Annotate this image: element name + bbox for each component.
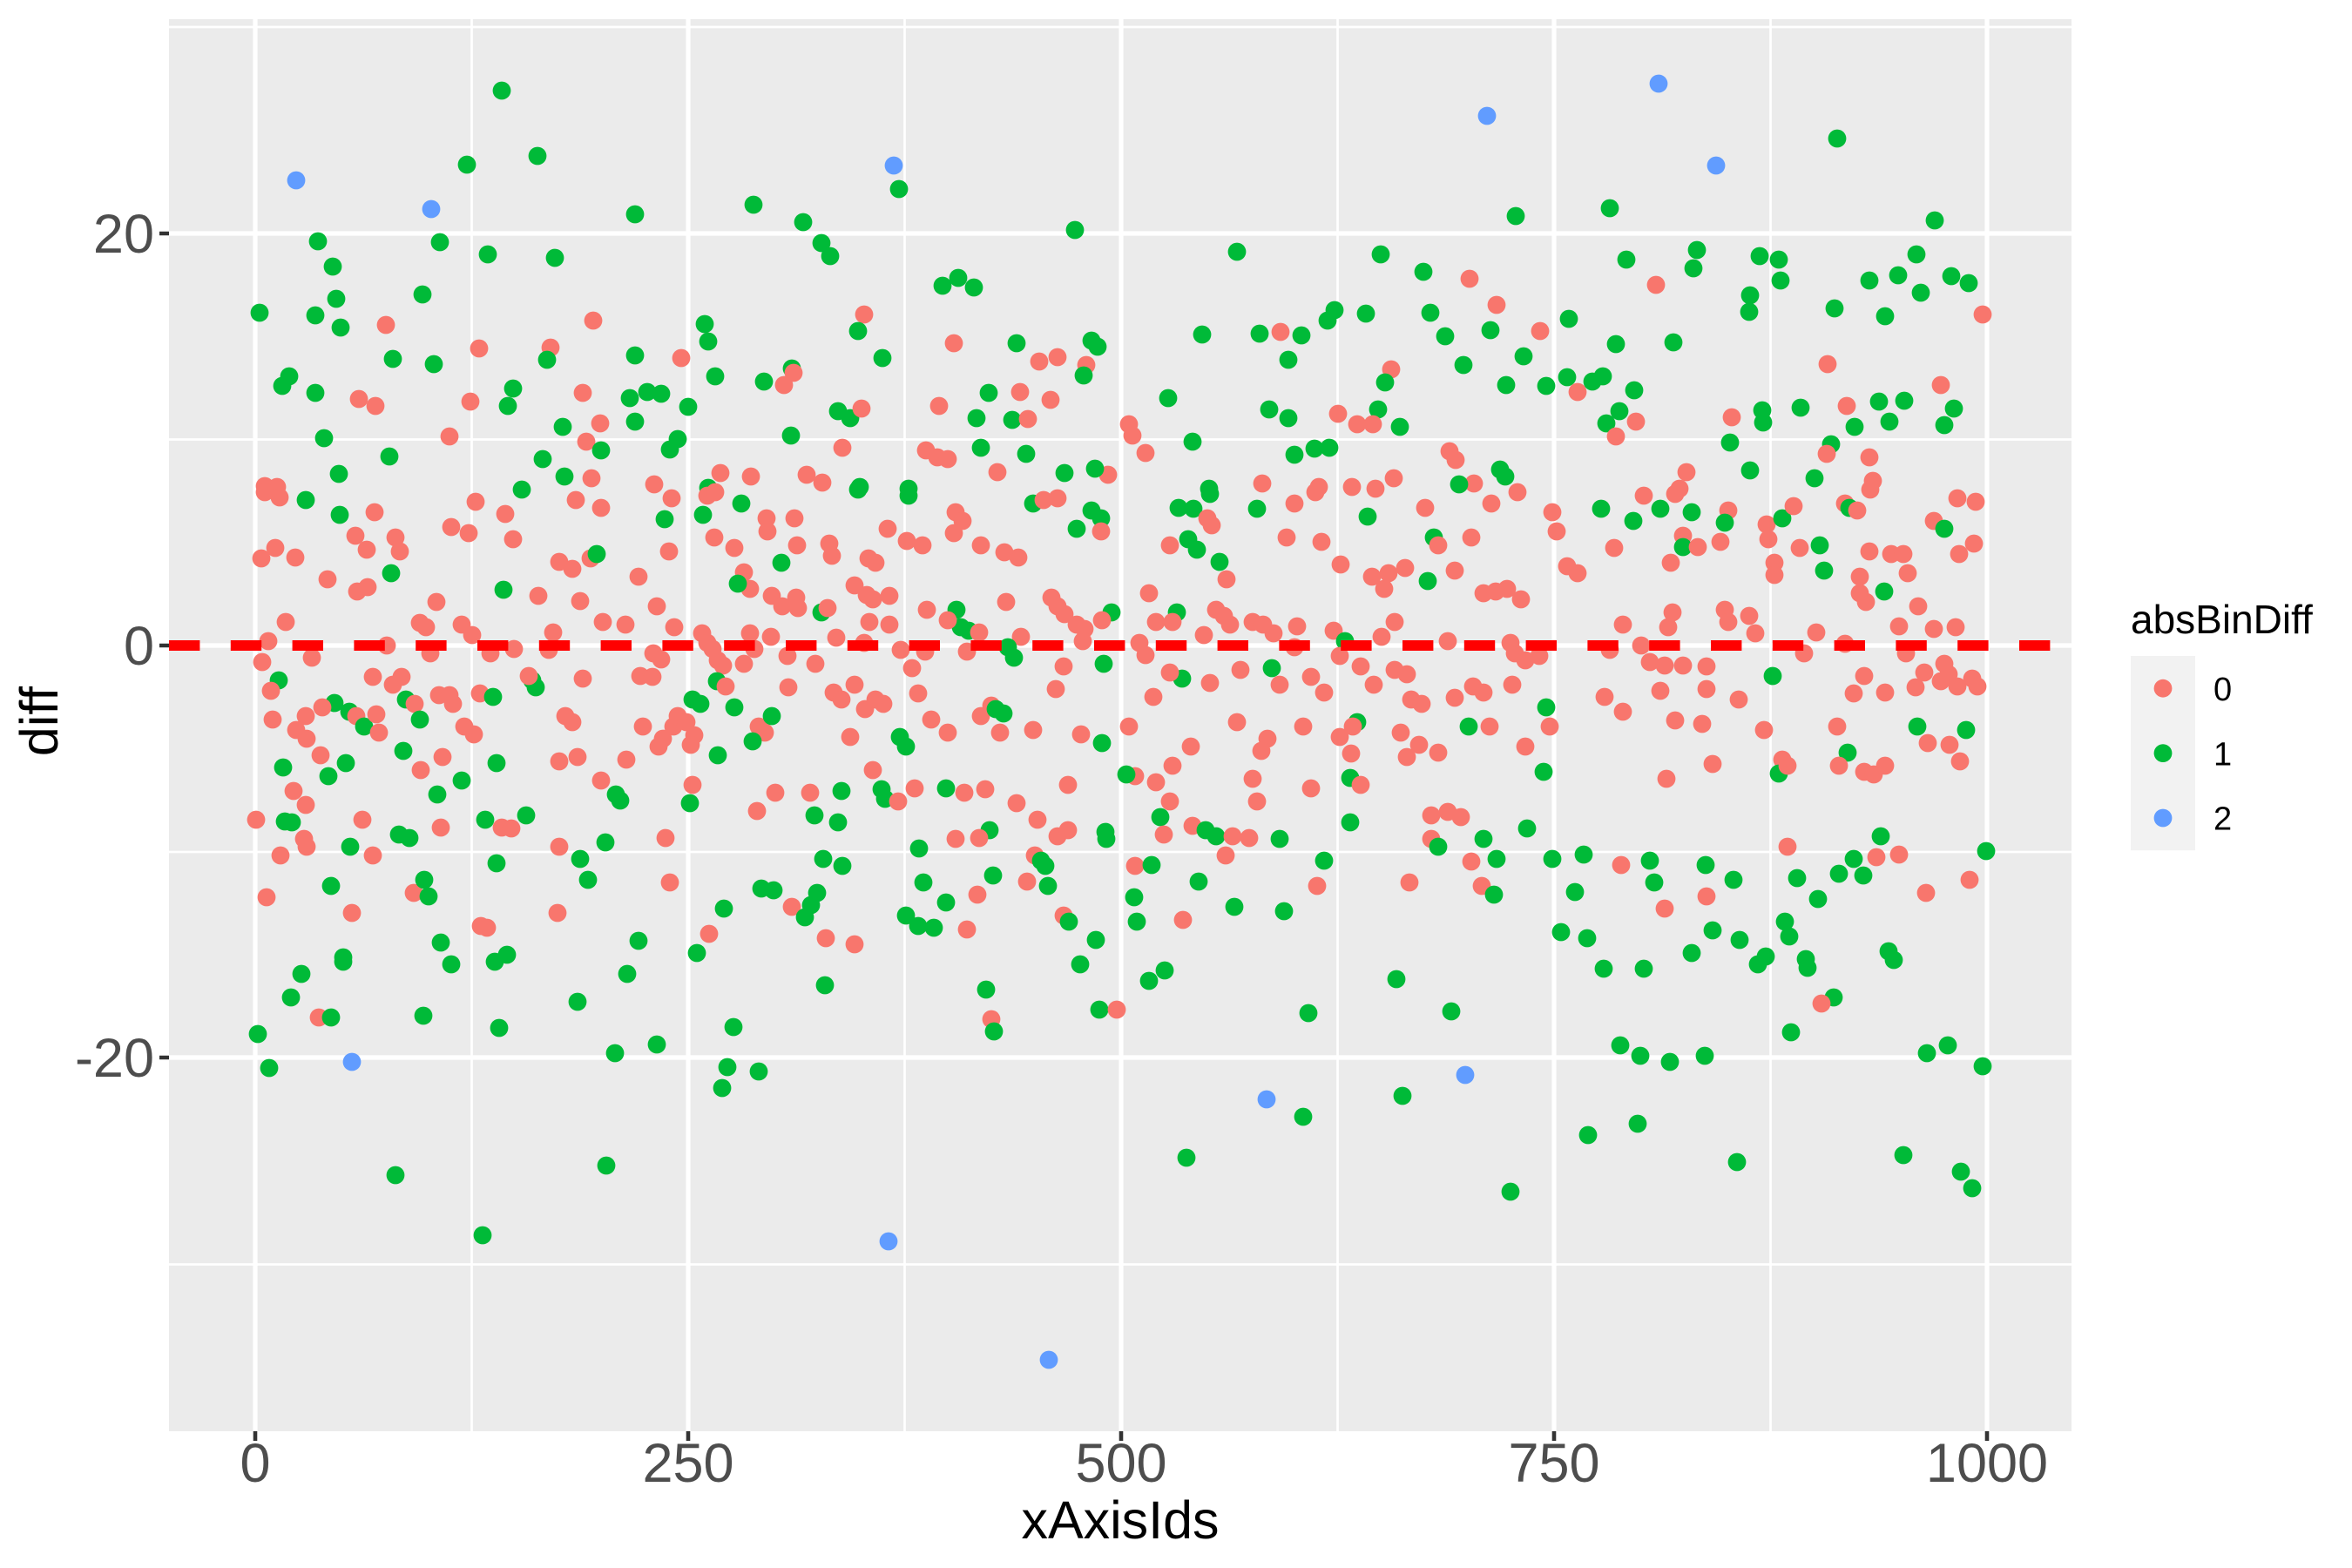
svg-text:0: 0: [2213, 672, 2232, 708]
svg-text:diff: diff: [10, 686, 69, 756]
svg-text:0: 0: [240, 1433, 270, 1494]
svg-text:1000: 1000: [1926, 1433, 2048, 1494]
svg-text:xAxisIds: xAxisIds: [1021, 1490, 1219, 1550]
svg-text:250: 250: [642, 1433, 733, 1494]
svg-text:500: 500: [1075, 1433, 1166, 1494]
svg-text:-20: -20: [75, 1028, 154, 1089]
svg-text:0: 0: [124, 616, 154, 677]
svg-text:1: 1: [2213, 736, 2232, 773]
svg-text:absBinDiff: absBinDiff: [2131, 597, 2313, 642]
svg-text:750: 750: [1508, 1433, 1599, 1494]
svg-text:20: 20: [93, 204, 154, 265]
svg-text:2: 2: [2213, 801, 2232, 838]
